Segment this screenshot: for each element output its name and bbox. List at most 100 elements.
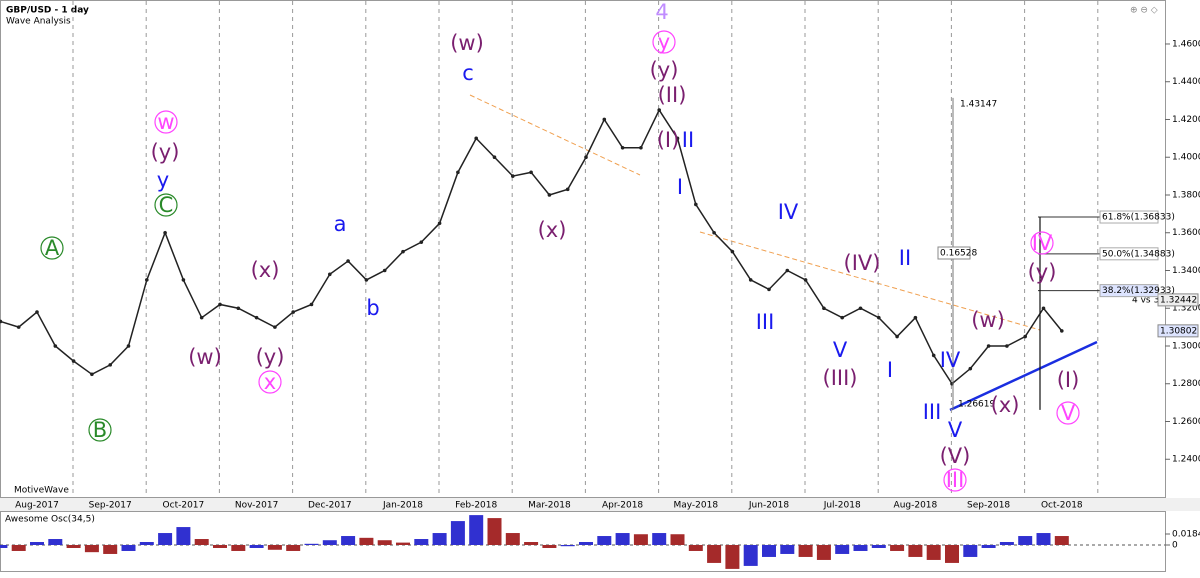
x-tick-label: Dec-2017 (308, 501, 352, 511)
osc-bar (798, 544, 813, 557)
osc-bar (103, 544, 118, 554)
price-point (126, 344, 131, 348)
osc-bar (30, 542, 44, 545)
measure-low-label: 1.26619 (958, 399, 995, 409)
wave-label: (x) (991, 393, 1020, 417)
fib-label: 38.2%(1.32933) (1102, 286, 1175, 296)
wave-label: V (948, 418, 963, 442)
wave-label: (IV) (844, 251, 881, 275)
wave-label: c (462, 61, 474, 85)
osc-bar (633, 534, 648, 545)
y-tick-label: 1.42000 (1172, 115, 1200, 125)
wave-circle (1030, 231, 1054, 255)
osc-bar (670, 534, 685, 545)
wave-label: III (756, 310, 775, 334)
osc-bar (725, 544, 740, 569)
price-point (895, 334, 899, 339)
measure-box (937, 246, 971, 260)
subtitle: Wave Analysis (6, 17, 71, 27)
y-tick-label: 1.32000 (1172, 304, 1200, 314)
wave-label: IV (1032, 231, 1053, 255)
wave-label: (II) (658, 83, 687, 107)
osc-bar (890, 544, 905, 551)
wave-label: (w) (450, 31, 484, 55)
wave-label: II (899, 246, 911, 270)
wave-label: IV (778, 200, 799, 224)
x-tick-label: Aug-2017 (15, 501, 59, 511)
y-tick-label: 1.26000 (1172, 417, 1200, 427)
osc-bar (84, 544, 99, 553)
wave-label: b (366, 296, 379, 320)
price-point (199, 315, 204, 320)
osc-bar (11, 544, 26, 551)
osc-bar (377, 540, 392, 545)
price-point (108, 363, 112, 367)
osc-bar (213, 544, 227, 548)
price-point (364, 278, 369, 282)
wave-label: B (93, 418, 107, 442)
wave-circle (1056, 401, 1080, 425)
wave-circle (88, 418, 112, 442)
x-tick-label: Mar-2018 (528, 501, 571, 511)
wave-label: y (157, 168, 169, 192)
price-point (767, 287, 771, 292)
wave-label: (V) (940, 444, 971, 468)
price-point (163, 230, 167, 235)
price-point (565, 187, 570, 192)
price-panel (0, 0, 1166, 498)
price-point (639, 145, 643, 150)
wave-circle (40, 236, 64, 260)
wave-label: (x) (538, 218, 567, 242)
osc-tick-label: 0 (1172, 540, 1178, 550)
osc-bar (322, 540, 337, 545)
price-point (748, 278, 753, 282)
price-point (584, 155, 588, 160)
price-point (877, 315, 881, 320)
wave-circle (154, 193, 178, 217)
osc-bar (981, 544, 996, 548)
fib-box (1099, 284, 1159, 298)
osc-tick-label: 0.0184 (1172, 529, 1200, 539)
osc-bar (286, 544, 301, 551)
osc-bar (871, 544, 886, 548)
osc-bar (66, 544, 81, 548)
channel-line (469, 94, 641, 176)
x-tick-label: Aug-2018 (894, 501, 938, 511)
osc-bar (579, 542, 593, 545)
price-point (254, 315, 259, 320)
osc-bar (816, 544, 831, 560)
osc-bar (487, 518, 502, 545)
price-point (181, 278, 186, 282)
osc-bar (304, 543, 319, 545)
price-point (675, 136, 680, 141)
osc-bar (139, 542, 154, 545)
osc-bar (524, 542, 539, 545)
price-point (602, 117, 607, 122)
wave-label: (y) (256, 345, 285, 369)
chart-title: GBP/USD - 1 day (6, 6, 89, 16)
wave-label: A (45, 236, 60, 260)
osc-bar (963, 544, 978, 557)
price-point (694, 202, 698, 207)
fib-box (1099, 247, 1159, 261)
osc-bar (707, 544, 722, 563)
price-point (419, 240, 424, 244)
x-tick-label: Jul-2018 (823, 501, 861, 511)
osc-bar (505, 533, 520, 545)
wave-label: I (887, 358, 893, 382)
channel-line (699, 231, 1041, 331)
price-point (730, 249, 735, 254)
osc-bar (450, 521, 465, 545)
fib-label: 50.0%(1.34883) (1102, 249, 1175, 259)
price-point (53, 344, 58, 348)
wave-label: (y) (650, 58, 679, 82)
x-tick-label: Oct-2018 (1041, 501, 1083, 511)
price-point (511, 174, 515, 178)
note: 4 vs 3 (1132, 296, 1159, 306)
window-icons[interactable]: ⊕ ⊖ ◇ (1130, 6, 1158, 16)
osc-bar (249, 544, 264, 548)
wave-circle (154, 110, 178, 134)
price-tag-label: 1.32442 (1160, 295, 1197, 305)
